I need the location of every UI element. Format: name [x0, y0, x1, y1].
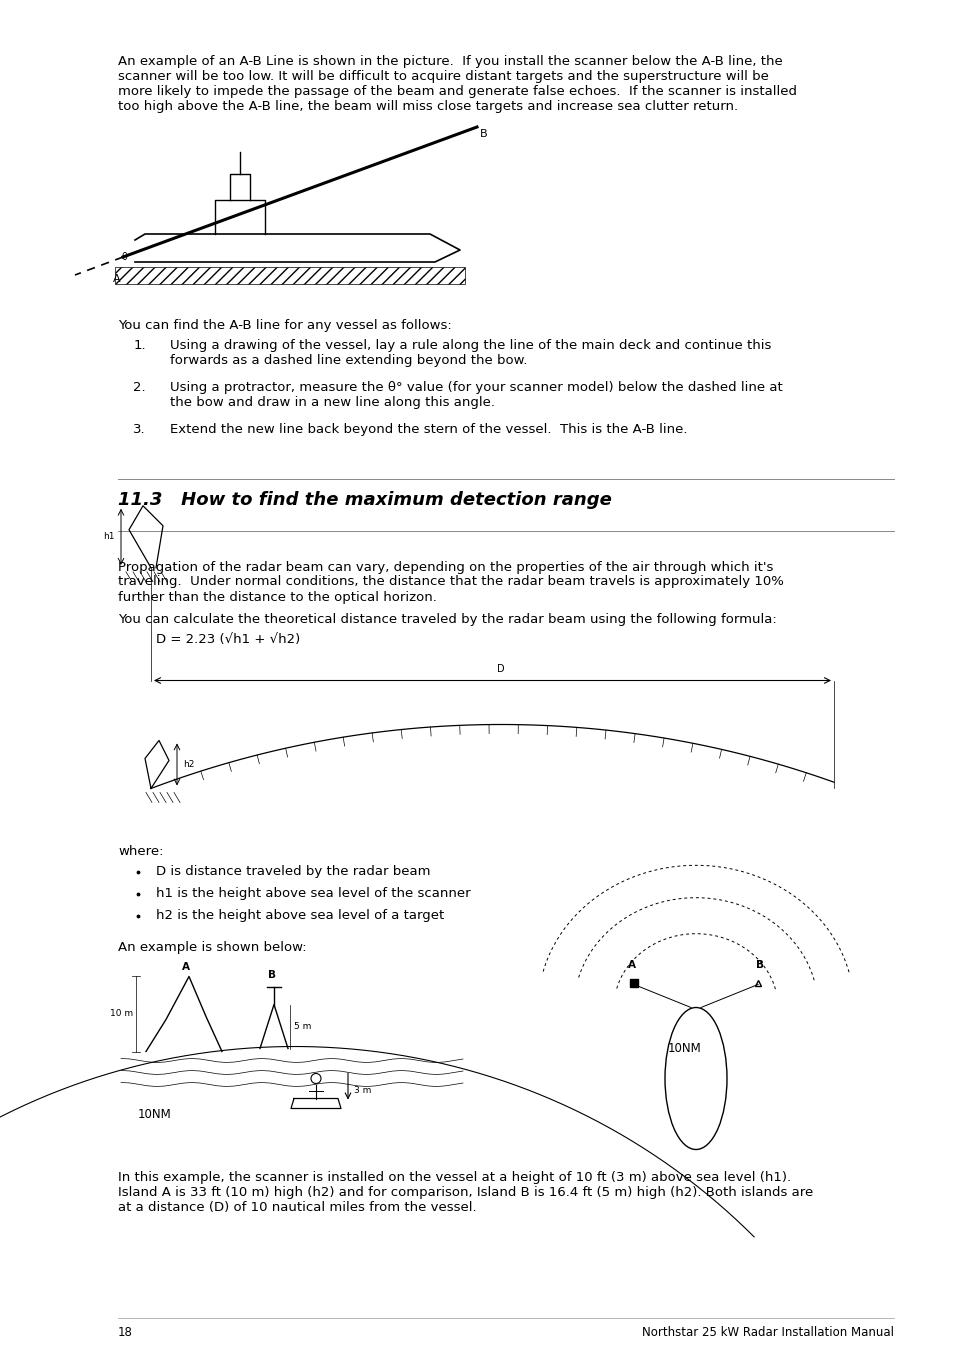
Text: Using a protractor, measure the θ° value (for your scanner model) below the dash: Using a protractor, measure the θ° value… [170, 381, 781, 409]
Text: 2.: 2. [133, 381, 146, 394]
Text: Extend the new line back beyond the stern of the vessel.  This is the A-B line.: Extend the new line back beyond the ster… [170, 423, 687, 436]
Text: A: A [182, 963, 190, 972]
Text: In this example, the scanner is installed on the vessel at a height of 10 ft (3 : In this example, the scanner is installe… [118, 1172, 812, 1215]
Text: 1.: 1. [133, 339, 146, 352]
Text: 10NM: 10NM [667, 1042, 701, 1054]
Text: D = 2.23 (√h1 + √h2): D = 2.23 (√h1 + √h2) [156, 633, 300, 645]
Text: h1: h1 [103, 532, 115, 541]
Bar [115, 267, 464, 284]
Text: Propagation of the radar beam can vary, depending on the properties of the air t: Propagation of the radar beam can vary, … [118, 560, 783, 603]
Text: 18: 18 [118, 1326, 132, 1339]
Text: An example is shown below:: An example is shown below: [118, 941, 306, 954]
Text: A: A [112, 274, 120, 284]
Text: Northstar 25 kW Radar Installation Manual: Northstar 25 kW Radar Installation Manua… [641, 1326, 893, 1339]
Text: A: A [627, 960, 636, 971]
Text: B: B [479, 130, 487, 139]
Text: 3 m: 3 m [354, 1085, 371, 1095]
Text: Using a drawing of the vessel, lay a rule along the line of the main deck and co: Using a drawing of the vessel, lay a rul… [170, 339, 771, 367]
Text: You can find the A-B line for any vessel as follows:: You can find the A-B line for any vessel… [118, 319, 452, 332]
Text: B: B [755, 960, 763, 971]
Text: B: B [268, 971, 275, 980]
Text: 11.3   How to find the maximum detection range: 11.3 How to find the maximum detection r… [118, 490, 611, 509]
Text: An example of an A-B Line is shown in the picture.  If you install the scanner b: An example of an A-B Line is shown in th… [118, 55, 796, 113]
Text: h2 is the height above sea level of a target: h2 is the height above sea level of a ta… [156, 910, 444, 922]
Text: h2: h2 [183, 760, 194, 770]
Text: where:: where: [118, 845, 163, 859]
Text: 10NM: 10NM [138, 1108, 172, 1122]
Text: D: D [497, 664, 504, 675]
Text: 5 m: 5 m [294, 1022, 311, 1031]
Text: D is distance traveled by the radar beam: D is distance traveled by the radar beam [156, 865, 430, 879]
Text: 10 m: 10 m [111, 1010, 133, 1018]
Text: h1 is the height above sea level of the scanner: h1 is the height above sea level of the … [156, 887, 470, 900]
Text: 3.: 3. [133, 423, 146, 436]
Text: θ: θ [122, 252, 128, 262]
Text: You can calculate the theoretical distance traveled by the radar beam using the : You can calculate the theoretical distan… [118, 613, 776, 625]
